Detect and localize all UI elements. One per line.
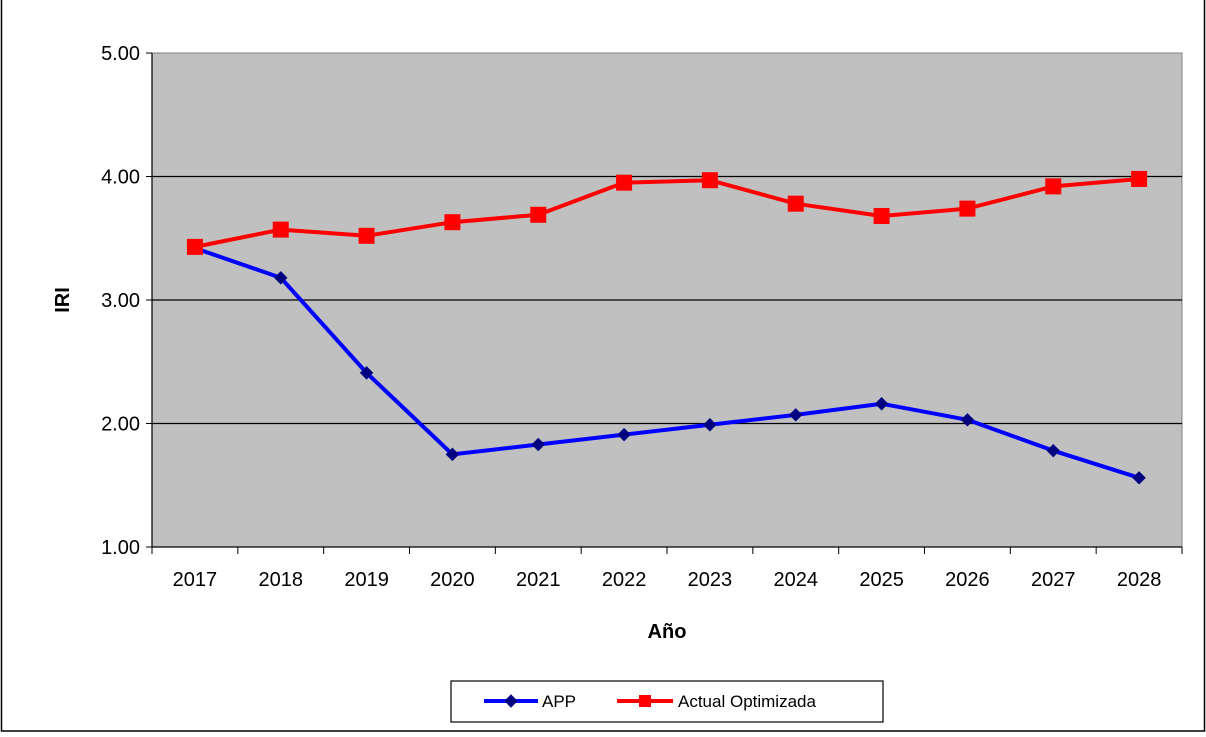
data-point-actual-optimizada <box>1045 178 1062 195</box>
data-point-app <box>874 397 889 411</box>
data-point-app <box>274 271 288 285</box>
y-tick-label: 2.00 <box>101 414 140 436</box>
data-point-actual-optimizada <box>186 238 203 255</box>
y-tick-label: 1.00 <box>101 537 140 559</box>
data-point-app <box>1132 471 1146 485</box>
series-app <box>188 241 1146 485</box>
data-point-actual-optimizada <box>616 174 633 191</box>
gridlines <box>152 175 1182 425</box>
legend-label-actual-optimizada: Actual Optimizada <box>678 692 816 711</box>
legend-marker-actual-optimizada <box>639 695 651 707</box>
series-layer <box>186 170 1148 485</box>
data-point-app <box>1046 443 1060 458</box>
y-axis-title: IRI <box>52 287 74 313</box>
x-tick-label: 2025 <box>859 569 904 591</box>
data-point-app <box>960 413 975 427</box>
legend-marker-app <box>504 694 518 708</box>
legend: APP Actual Optimizada <box>450 680 884 723</box>
series-actual-optimizada <box>186 170 1148 255</box>
y-tick-label: 3.00 <box>101 290 140 312</box>
legend-label-app: APP <box>542 692 576 711</box>
data-point-actual-optimizada <box>787 195 804 212</box>
x-tick-label: 2018 <box>259 569 304 591</box>
x-tick-label: 2027 <box>1031 569 1076 591</box>
data-point-actual-optimizada <box>873 208 890 225</box>
x-tick-label: 2024 <box>774 569 819 591</box>
data-point-app <box>359 366 374 380</box>
x-tick-label: 2022 <box>602 569 647 591</box>
x-tick-label: 2019 <box>344 569 389 591</box>
x-tick-label: 2021 <box>516 569 561 591</box>
data-point-app <box>445 447 460 462</box>
x-axis-title: Año <box>648 621 687 643</box>
x-tick-label: 2020 <box>430 569 475 591</box>
x-axis: 2017 2018 2019 2020 2021 2022 2023 2024 2025 2026… <box>151 546 1183 591</box>
legend-item-actual-optimizada: Actual Optimizada <box>617 692 816 711</box>
x-tick-label: 2026 <box>945 569 990 591</box>
x-tick-label: 2017 <box>173 569 218 591</box>
y-tick-label: 4.00 <box>101 167 140 189</box>
legend-item-app: APP <box>484 692 576 711</box>
data-point-actual-optimizada <box>1131 170 1148 187</box>
data-point-actual-optimizada <box>358 227 375 244</box>
y-axis: 1.00 2.00 3.00 4.00 5.00 <box>101 43 153 559</box>
series-line-actual-optimizada <box>194 176 1140 249</box>
data-point-actual-optimizada <box>272 221 289 238</box>
y-tick-label: 5.00 <box>101 43 140 65</box>
data-point-actual-optimizada <box>959 200 976 217</box>
data-point-app <box>789 408 803 422</box>
data-point-actual-optimizada <box>444 214 461 231</box>
data-point-actual-optimizada <box>701 172 718 189</box>
data-point-app <box>531 437 545 452</box>
data-point-app <box>617 427 631 442</box>
x-tick-label: 2023 <box>688 569 733 591</box>
data-point-actual-optimizada <box>530 206 547 223</box>
x-tick-label: 2028 <box>1117 569 1162 591</box>
data-point-app <box>703 418 717 432</box>
series-line-app <box>194 246 1140 480</box>
